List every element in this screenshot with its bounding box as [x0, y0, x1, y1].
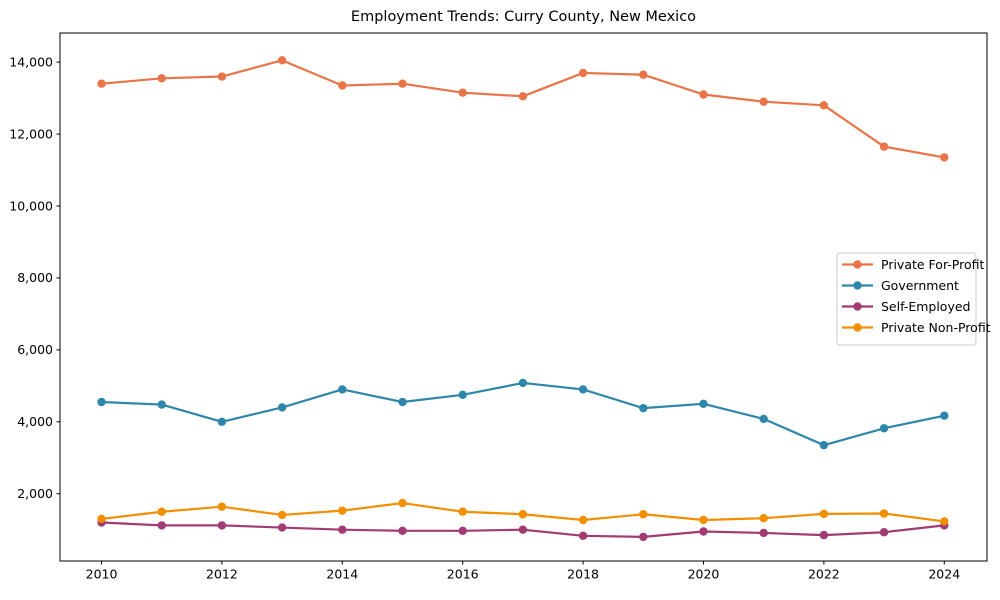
data-point-private-non-profit — [157, 507, 166, 516]
legend-item-private-non-profit: Private Non-Profit — [842, 320, 991, 335]
data-point-government — [398, 397, 407, 407]
data-point-self-employed — [398, 526, 407, 535]
data-point-private-non-profit — [879, 509, 889, 518]
x-tick-label: 2024 — [928, 567, 960, 582]
data-point-government — [819, 440, 829, 450]
legend-item-self-employed: Self-Employed — [842, 299, 970, 314]
data-point-private-non-profit — [518, 510, 528, 519]
y-tick-label: 4,000 — [17, 414, 53, 429]
data-point-self-employed — [277, 523, 287, 532]
legend-label: Private For-Profit — [881, 257, 984, 272]
series-line-private-for-profit — [100, 59, 946, 159]
data-point-private-for-profit — [458, 88, 467, 97]
x-tick-label: 2022 — [808, 567, 840, 582]
data-point-private-for-profit — [578, 68, 588, 78]
data-point-private-for-profit — [639, 70, 648, 79]
x-tick-label: 2014 — [326, 567, 358, 582]
y-axis: 2,000 4,000 6,000 8,000 10,000 12,000 14,000 — [9, 54, 60, 501]
legend-label: Self-Employed — [881, 299, 970, 314]
legend-marker — [853, 323, 862, 332]
legend-marker — [853, 260, 862, 269]
y-tick-label: 8,000 — [17, 270, 53, 285]
data-point-private-for-profit — [699, 90, 708, 99]
data-point-self-employed — [157, 521, 166, 530]
data-point-government — [458, 390, 467, 400]
data-point-private-for-profit — [97, 79, 106, 88]
legend-label: Private Non-Profit — [881, 320, 991, 335]
data-point-government — [157, 400, 166, 409]
data-point-government — [277, 403, 287, 412]
data-point-self-employed — [639, 532, 648, 542]
y-tick-label: 14,000 — [9, 54, 53, 69]
data-point-private-non-profit — [639, 510, 648, 519]
data-point-private-for-profit — [338, 81, 347, 90]
legend-label: Government — [881, 278, 959, 293]
y-tick-label: 10,000 — [9, 198, 53, 213]
series-self-employed — [97, 518, 949, 542]
x-tick-label: 2010 — [86, 567, 118, 582]
chart-title: Employment Trends: Curry County, New Mex… — [350, 9, 697, 25]
legend-marker — [853, 302, 862, 311]
data-point-government — [699, 399, 708, 409]
y-tick-label: 2,000 — [17, 486, 53, 501]
x-tick-label: 2016 — [447, 567, 479, 582]
data-point-government — [879, 424, 889, 433]
series-private-non-profit — [97, 498, 949, 526]
data-point-private-for-profit — [398, 79, 407, 88]
x-tick-label: 2018 — [567, 567, 599, 582]
data-point-self-employed — [217, 521, 227, 530]
data-point-government — [217, 417, 227, 427]
data-point-self-employed — [338, 525, 347, 534]
data-point-self-employed — [699, 527, 708, 536]
plot-area-border — [59, 32, 988, 562]
data-point-private-non-profit — [217, 502, 227, 511]
data-point-self-employed — [759, 528, 768, 538]
data-point-private-for-profit — [217, 72, 227, 81]
data-point-private-non-profit — [699, 515, 708, 525]
data-point-self-employed — [819, 530, 829, 540]
data-point-self-employed — [879, 528, 889, 537]
y-tick-label: 12,000 — [9, 126, 53, 141]
data-point-private-non-profit — [578, 515, 588, 525]
data-point-private-for-profit — [759, 97, 768, 106]
legend: Private For-Profit Government Self-Employe… — [836, 252, 991, 346]
x-tick-label: 2020 — [688, 567, 720, 582]
data-point-private-non-profit — [338, 506, 347, 515]
series-line-government — [100, 381, 946, 447]
data-point-private-for-profit — [157, 74, 166, 83]
data-point-private-for-profit — [940, 153, 949, 162]
data-point-government — [578, 385, 588, 394]
legend-item-private-for-profit: Private For-Profit — [842, 257, 984, 272]
data-point-self-employed — [458, 526, 467, 535]
data-point-government — [97, 397, 106, 407]
x-axis: 2010 2012 2014 2016 2018 2020 2022 2024 — [86, 561, 960, 582]
legend-box — [836, 252, 977, 346]
legend-marker — [853, 281, 862, 290]
data-point-private-non-profit — [940, 517, 949, 526]
data-point-government — [940, 411, 949, 420]
legend-item-government: Government — [842, 278, 959, 293]
data-point-self-employed — [518, 525, 528, 534]
y-tick-label: 6,000 — [17, 342, 53, 357]
data-point-government — [518, 378, 528, 388]
data-point-private-non-profit — [97, 514, 106, 524]
data-point-self-employed — [578, 531, 588, 541]
x-tick-label: 2012 — [206, 567, 238, 582]
data-point-government — [338, 385, 347, 394]
data-point-government — [759, 414, 768, 424]
series-private-for-profit — [97, 56, 949, 162]
data-point-private-for-profit — [518, 92, 528, 101]
data-point-private-non-profit — [819, 509, 829, 519]
data-point-private-for-profit — [819, 101, 829, 110]
data-point-government — [639, 403, 648, 413]
series-government — [97, 378, 949, 450]
data-point-private-non-profit — [759, 513, 768, 523]
data-point-private-non-profit — [398, 498, 407, 508]
data-point-private-non-profit — [277, 510, 287, 520]
data-point-private-non-profit — [458, 507, 467, 516]
data-point-private-for-profit — [879, 142, 889, 151]
data-point-private-for-profit — [277, 56, 287, 65]
